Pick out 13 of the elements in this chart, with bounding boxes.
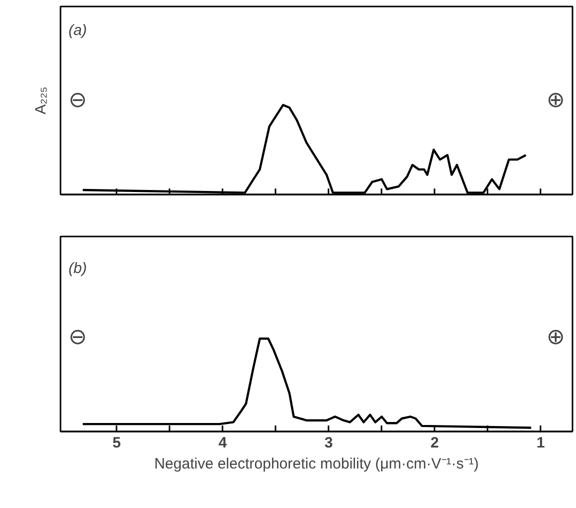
- text: (b): [68, 260, 87, 277]
- x-tick-label: 2: [430, 434, 439, 452]
- annotation: ⊕: [546, 87, 564, 112]
- text: (a): [68, 22, 87, 39]
- x-tick-label: 1: [536, 434, 545, 452]
- x-tick-label: 4: [218, 434, 228, 452]
- x-axis-title: Negative electrophoretic mobility (μm·cm·V⁻¹·s⁻¹): [154, 456, 479, 472]
- annotation: ⊖: [68, 324, 86, 349]
- x-tick-label: 3: [324, 434, 333, 452]
- x-tick-label: 5: [112, 434, 121, 452]
- annotation: ⊕: [546, 324, 564, 349]
- annotation: ⊖: [68, 87, 86, 112]
- y-axis-title: A₂₂₅: [32, 86, 50, 114]
